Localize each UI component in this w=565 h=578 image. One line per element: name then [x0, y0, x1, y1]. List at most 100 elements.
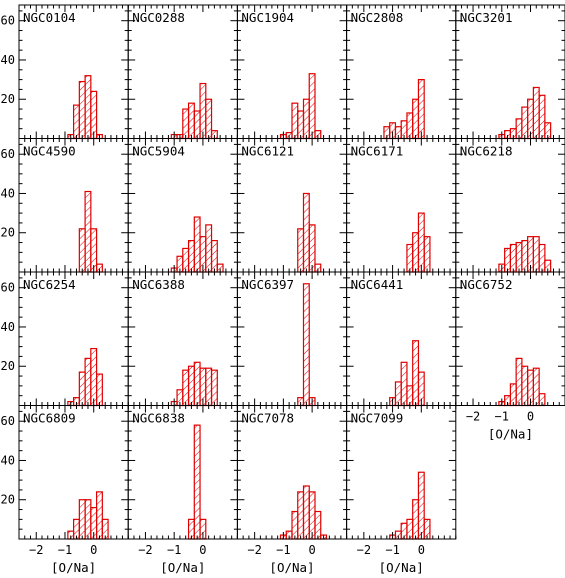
x-tick-label: −2: [247, 543, 261, 557]
panel-title: NGC6121: [241, 144, 294, 159]
histogram-bar: [199, 82, 207, 140]
panel-title: NGC1904: [241, 10, 294, 25]
histogram-bar: [406, 243, 414, 273]
histogram-bar: [302, 98, 310, 140]
y-tick-label: 20: [1, 92, 15, 106]
x-tick-label: −1: [58, 543, 72, 557]
x-axis-title: [O/Na]: [51, 560, 96, 575]
x-axis-title: [O/Na]: [269, 560, 314, 575]
panel: NGC4590 20 40 60: [1, 138, 129, 273]
y-tick-label: 20: [1, 226, 15, 240]
histogram-bar: [84, 357, 92, 407]
panel: NGC3201: [455, 4, 565, 140]
x-tick-label: 0: [527, 410, 534, 424]
histogram-bar: [538, 243, 546, 273]
panel-title: NGC0104: [23, 10, 76, 25]
histogram-bar: [412, 340, 420, 407]
histogram-bar: [504, 247, 511, 273]
histogram-bar: [515, 357, 523, 407]
histogram-bar: [400, 361, 408, 407]
histogram-bar: [297, 110, 305, 140]
histogram-bar: [95, 491, 103, 540]
histogram-bar: [187, 365, 195, 407]
y-tick-label: 20: [1, 493, 15, 507]
panel-frame: [346, 138, 457, 273]
histogram-bar: [90, 347, 98, 407]
panel-title: NGC6752: [460, 277, 513, 292]
panel: NGC6171: [346, 138, 457, 273]
histogram-bar: [406, 112, 414, 140]
histogram-bar: [90, 90, 98, 140]
histogram-bar: [509, 243, 517, 273]
panel-title: NGC6218: [460, 144, 513, 159]
x-tick-label: −1: [495, 410, 509, 424]
histogram-bar: [412, 499, 420, 540]
x-tick-label: 0: [199, 543, 206, 557]
panel-frame: [236, 271, 348, 406]
histogram-bar: [182, 108, 190, 140]
histogram-bar: [532, 367, 540, 407]
histogram-bar: [308, 491, 316, 540]
histogram-bar: [84, 75, 92, 140]
histogram-bar: [417, 212, 425, 273]
panel-title: NGC5904: [132, 144, 185, 159]
panel-frame: [455, 4, 565, 139]
histogram-bar: [521, 106, 529, 140]
panel-title: NGC6388: [132, 277, 185, 292]
histogram-bar: [521, 365, 529, 407]
panel-title: NGC7099: [351, 411, 404, 426]
x-tick-label: −1: [385, 543, 399, 557]
histogram-bar: [515, 241, 523, 273]
y-tick-label: 60: [1, 414, 15, 428]
histogram-bar: [532, 236, 540, 273]
x-axis-title: [O/Na]: [160, 560, 205, 575]
histogram-bar: [78, 228, 86, 273]
x-axis-title: [O/Na]: [488, 427, 533, 442]
y-tick-label: 20: [1, 359, 15, 373]
panel-frame: [346, 405, 457, 540]
x-tick-label: −1: [167, 543, 181, 557]
panel: NGC6397: [236, 271, 348, 407]
y-tick-label: 40: [1, 186, 15, 200]
histogram-bar: [417, 79, 425, 140]
panel: NGC0104 20 40 60: [1, 4, 129, 140]
y-tick-label: 60: [1, 281, 15, 295]
panel-title: NGC6441: [351, 277, 404, 292]
panel: NGC6838 −2 −1 0 [O/Na]: [127, 405, 238, 575]
panel-title: NGC2808: [351, 10, 404, 25]
histogram-bar: [423, 236, 431, 273]
histogram-bar: [182, 247, 190, 273]
panel-title: NGC6254: [23, 277, 76, 292]
histogram-bar: [78, 371, 86, 407]
panel: NGC5904: [127, 138, 238, 273]
panel-frame: [127, 405, 238, 540]
panel: NGC6441: [346, 271, 457, 407]
y-tick-label: 40: [1, 453, 15, 467]
panel-frame: [346, 4, 457, 139]
y-tick-label: 60: [1, 147, 15, 161]
histogram-bar: [302, 192, 310, 273]
histogram-bar: [210, 369, 218, 407]
histogram-bar: [210, 239, 218, 273]
panel: NGC6752 −2 −1 0 [O/Na]: [455, 271, 565, 442]
x-tick-label: 0: [418, 543, 425, 557]
panel: NGC6254 20 40 60: [1, 271, 129, 407]
histogram-bar: [193, 361, 201, 407]
histogram-bar: [291, 510, 299, 540]
panel: NGC0288: [127, 4, 238, 140]
histogram-bar: [308, 224, 316, 273]
panel: NGC6121: [236, 138, 348, 273]
histogram-bar: [291, 102, 299, 140]
panel-title: NGC6809: [23, 411, 76, 426]
histogram-bar: [205, 367, 213, 407]
histogram-bar: [205, 98, 213, 140]
histogram-bar: [84, 190, 92, 273]
histogram-bar: [302, 485, 310, 540]
panel-title: NGC4590: [23, 144, 76, 159]
histogram-bar: [417, 471, 425, 540]
panel-title: NGC6171: [351, 144, 404, 159]
histogram-bar: [532, 86, 540, 140]
panel: NGC6809 20 40 60 −2 −1 0 [O/Na]: [1, 405, 129, 575]
y-tick-label: 60: [1, 14, 15, 28]
